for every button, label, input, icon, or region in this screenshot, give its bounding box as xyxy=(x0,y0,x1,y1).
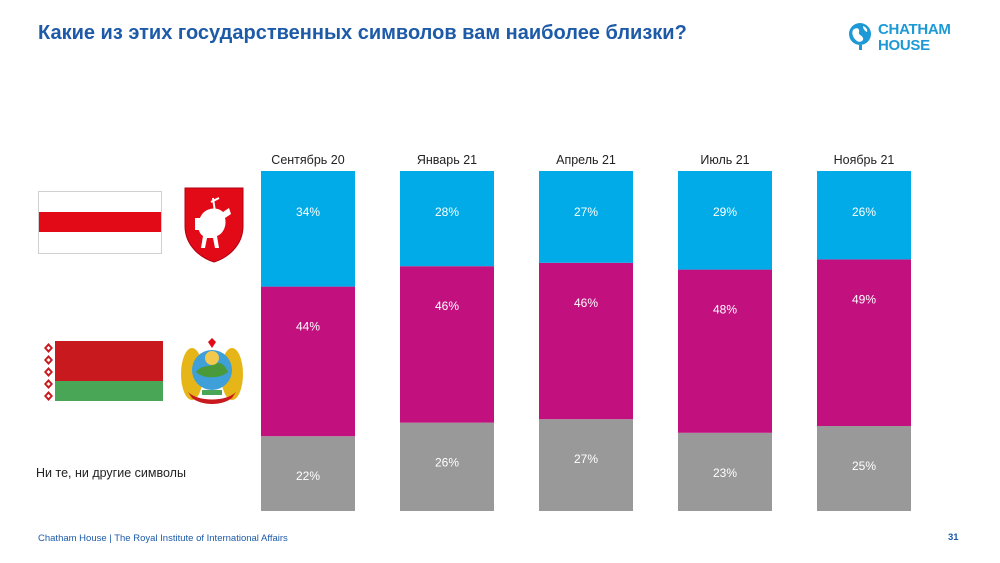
page-title: Какие из этих государственных символов в… xyxy=(38,22,687,44)
state-emblem xyxy=(181,338,243,404)
bar-segment xyxy=(678,171,772,270)
data-label: 28% xyxy=(435,205,459,219)
data-label: 27% xyxy=(574,205,598,219)
data-label: 26% xyxy=(852,205,876,219)
data-label: 23% xyxy=(713,466,737,480)
data-label: 46% xyxy=(574,296,598,310)
data-label: 49% xyxy=(852,292,876,306)
bar-segment xyxy=(817,426,911,511)
data-label: 22% xyxy=(296,469,320,483)
bar-segment xyxy=(678,269,772,433)
bar-segment xyxy=(817,171,911,260)
red-green-flag xyxy=(42,341,163,401)
category-label: Ноябрь 21 xyxy=(834,153,895,167)
bar-segment xyxy=(400,171,494,267)
page-number: 31 xyxy=(948,532,959,543)
bar-segment xyxy=(261,286,355,437)
category-label: Сентябрь 20 xyxy=(271,153,344,167)
bar-segment xyxy=(539,419,633,511)
logo-text: CHATHAM HOUSE xyxy=(878,22,951,54)
logo-line-1: CHATHAM xyxy=(878,21,951,38)
bar-segment xyxy=(817,259,911,426)
chatham-house-logo: CHATHAM HOUSE xyxy=(848,20,968,60)
category-label: Январь 21 xyxy=(417,153,477,167)
category-label: Июль 21 xyxy=(700,153,749,167)
data-label: 34% xyxy=(296,205,320,219)
data-label: 29% xyxy=(713,205,737,219)
bar-segment xyxy=(261,171,355,287)
data-label: 25% xyxy=(852,459,876,473)
category-label: Апрель 21 xyxy=(556,153,616,167)
data-label: 44% xyxy=(296,320,320,334)
bar-segment xyxy=(261,436,355,511)
data-label: 26% xyxy=(435,456,459,470)
footer-source: Chatham House | The Royal Institute of I… xyxy=(38,533,288,544)
bar-segment xyxy=(539,171,633,263)
neither-symbols-label: Ни те, ни другие символы xyxy=(36,466,186,480)
bar-segment xyxy=(400,422,494,511)
data-label: 27% xyxy=(574,452,598,466)
bar-segment xyxy=(539,262,633,420)
bar-segment xyxy=(400,266,494,423)
data-label: 48% xyxy=(713,303,737,317)
pahonia-coat-of-arms xyxy=(184,187,244,263)
globe-icon xyxy=(849,23,871,50)
logo-line-2: HOUSE xyxy=(878,37,930,54)
data-label: 46% xyxy=(435,299,459,313)
bar-segment xyxy=(678,432,772,511)
white-red-white-flag xyxy=(38,191,162,254)
